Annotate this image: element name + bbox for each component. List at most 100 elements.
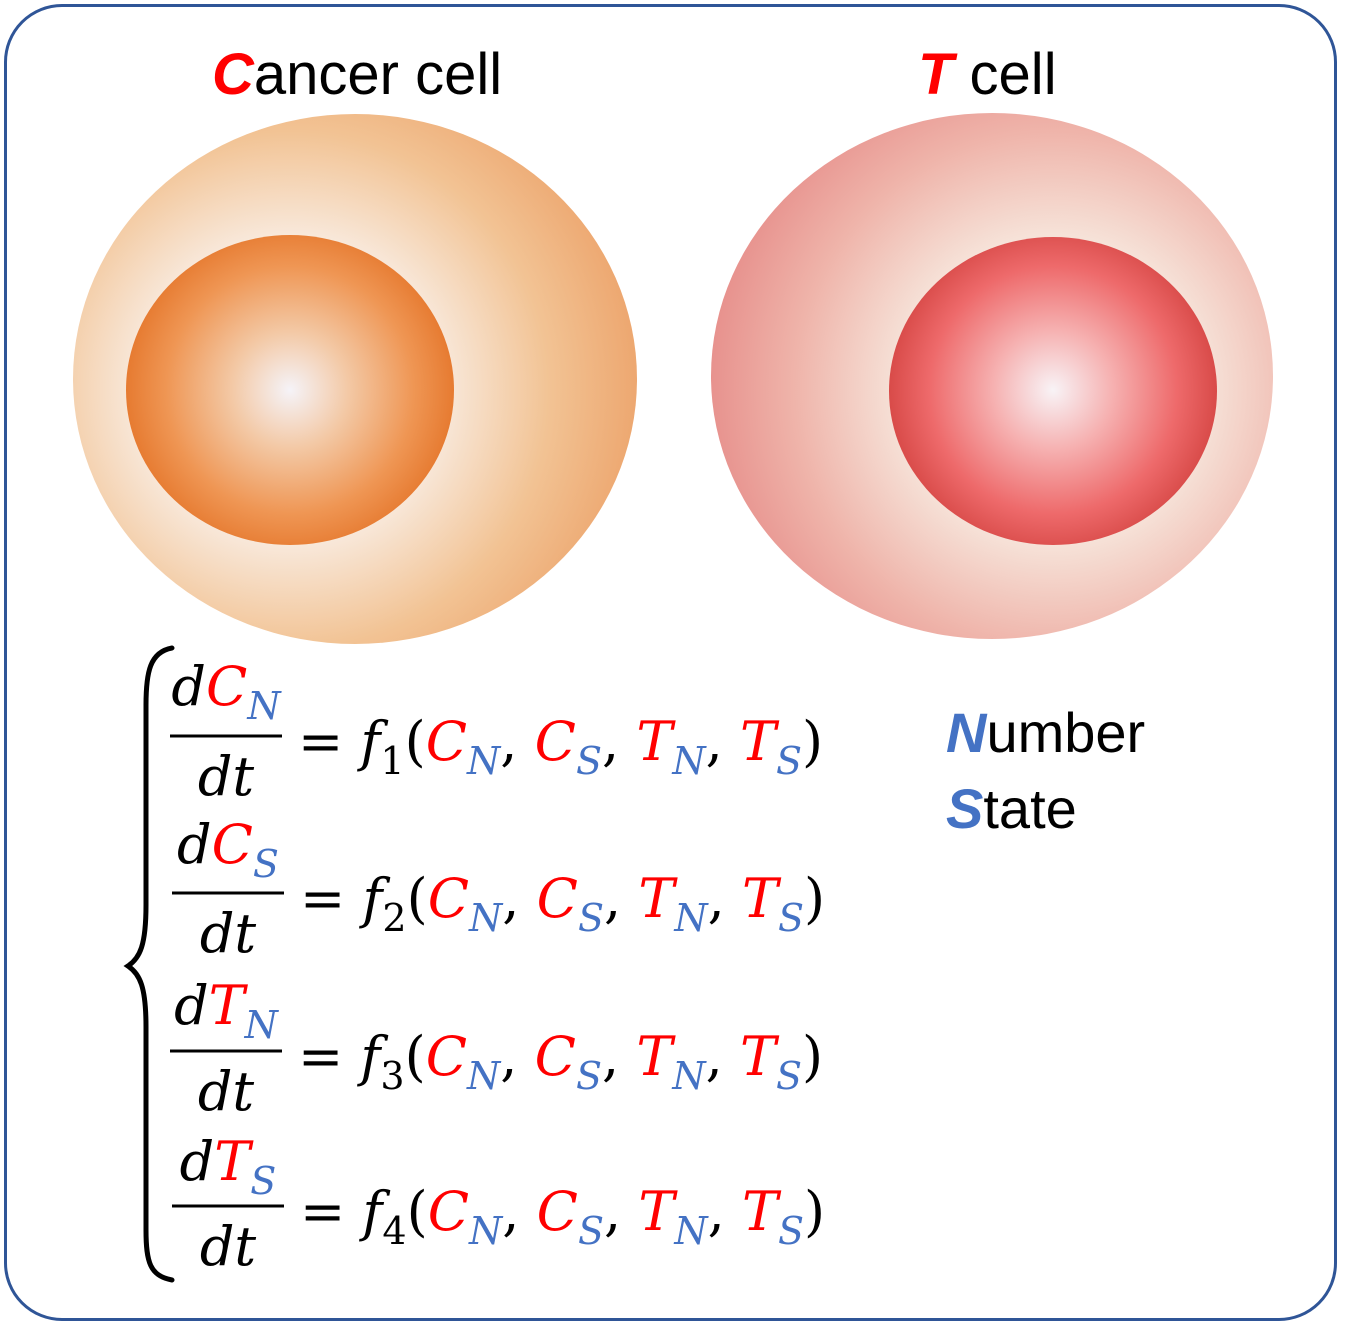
cancer-cell-nucleus	[126, 235, 454, 545]
equation-1-denominator: dt	[198, 745, 255, 808]
argument-sub: S	[578, 896, 604, 940]
argument-sub: N	[673, 1209, 709, 1253]
argument-var: C	[535, 710, 576, 773]
equation-4-rhs: = f4(CN, CS, TN, TS)	[300, 1180, 825, 1253]
argument-comma: ,	[708, 1180, 742, 1243]
open-paren: (	[407, 867, 428, 930]
numerator-sub: N	[246, 684, 282, 728]
numerator-d: d	[177, 813, 212, 876]
argument-var: T	[636, 710, 676, 773]
equals-sign: =	[300, 1180, 362, 1243]
equals-sign: =	[300, 867, 362, 930]
argument-var: T	[638, 1180, 678, 1243]
argument-comma: ,	[706, 710, 740, 773]
argument-comma: ,	[502, 867, 536, 930]
argument-var: T	[740, 1025, 780, 1088]
legend-state-rest: tate	[983, 777, 1077, 840]
close-paren: )	[802, 1025, 823, 1088]
argument-var: T	[740, 710, 780, 773]
close-paren: )	[802, 710, 823, 773]
argument-sub: S	[776, 1054, 802, 1098]
argument-comma: ,	[604, 1180, 638, 1243]
numerator-var: T	[214, 1130, 254, 1193]
argument-sub: N	[671, 739, 707, 783]
legend-number-initial: N	[946, 701, 987, 764]
system-brace	[123, 645, 175, 1283]
argument-var: T	[742, 1180, 782, 1243]
argument-sub: S	[576, 1054, 602, 1098]
argument-var: T	[636, 1025, 676, 1088]
equation-2-denominator: dt	[200, 902, 257, 965]
argument-sub: S	[776, 739, 802, 783]
argument-sub: S	[578, 1209, 604, 1253]
numerator-d: d	[180, 1130, 215, 1193]
argument-sub: N	[466, 739, 502, 783]
function-sub: 4	[382, 1209, 406, 1253]
equation-1-numerator: dCN	[171, 655, 282, 728]
argument-var: C	[428, 867, 469, 930]
numerator-d: d	[171, 655, 206, 718]
t-cell-title: T cell	[918, 46, 1057, 104]
function-sub: 3	[380, 1054, 404, 1098]
argument-var: C	[537, 1180, 578, 1243]
numerator-var: T	[209, 974, 249, 1037]
argument-comma: ,	[706, 1025, 740, 1088]
argument-var: C	[426, 710, 467, 773]
numerator-var: C	[212, 813, 253, 876]
equation-3-numerator: dTN	[174, 974, 280, 1047]
argument-comma: ,	[602, 710, 636, 773]
argument-comma: ,	[602, 1025, 636, 1088]
argument-var: C	[535, 1025, 576, 1088]
argument-sub: N	[671, 1054, 707, 1098]
equation-4-numerator: dTS	[180, 1130, 277, 1203]
argument-sub: N	[466, 1054, 502, 1098]
function-sub: 2	[382, 896, 406, 940]
argument-sub: N	[673, 896, 709, 940]
numerator-sub: S	[253, 842, 279, 886]
argument-comma: ,	[604, 867, 638, 930]
argument-var: C	[537, 867, 578, 930]
function-sub: 1	[380, 739, 404, 783]
t-cell-nucleus	[889, 237, 1217, 545]
argument-sub: N	[468, 1209, 504, 1253]
equation-3-denominator: dt	[198, 1060, 255, 1123]
argument-var: T	[638, 867, 678, 930]
equals-sign: =	[298, 1025, 360, 1088]
legend-number: Number	[946, 705, 1145, 761]
close-paren: )	[804, 1180, 825, 1243]
open-paren: (	[407, 1180, 428, 1243]
cancer-cell-title-rest: ancer cell	[253, 42, 503, 107]
legend-state-initial: S	[946, 777, 984, 840]
numerator-d: d	[174, 974, 209, 1037]
numerator-sub: N	[244, 1003, 280, 1047]
argument-sub: N	[468, 896, 504, 940]
argument-var: C	[428, 1180, 469, 1243]
equation-4-denominator: dt	[200, 1215, 257, 1278]
close-paren: )	[804, 867, 825, 930]
t-cell-title-initial: T	[918, 42, 954, 107]
numerator-var: C	[206, 655, 247, 718]
argument-sub: S	[576, 739, 602, 783]
argument-sub: S	[778, 1209, 804, 1253]
t-cell-title-rest: cell	[953, 42, 1057, 107]
argument-comma: ,	[500, 1025, 534, 1088]
numerator-sub: S	[250, 1159, 276, 1203]
open-paren: (	[405, 710, 426, 773]
argument-comma: ,	[502, 1180, 536, 1243]
argument-comma: ,	[500, 710, 534, 773]
open-paren: (	[405, 1025, 426, 1088]
argument-comma: ,	[708, 867, 742, 930]
argument-sub: S	[778, 896, 804, 940]
cancer-cell-title: Cancer cell	[212, 46, 502, 104]
equation-2-rhs: = f2(CN, CS, TN, TS)	[300, 867, 825, 940]
cancer-cell-title-initial: C	[212, 42, 254, 107]
argument-var: T	[742, 867, 782, 930]
equation-3-rhs: = f3(CN, CS, TN, TS)	[298, 1025, 823, 1098]
equals-sign: =	[298, 710, 360, 773]
legend-number-rest: umber	[986, 701, 1146, 764]
